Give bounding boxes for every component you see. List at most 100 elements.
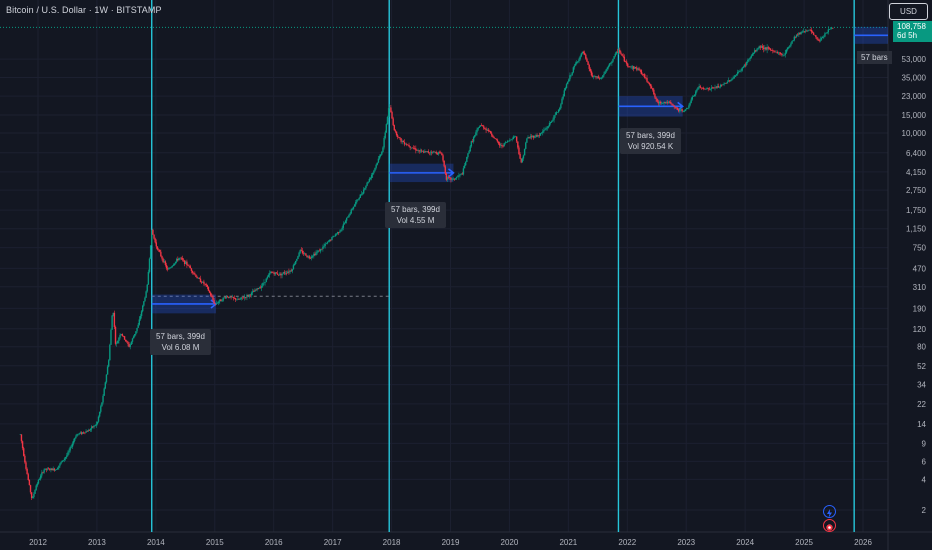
candle-body <box>622 55 624 57</box>
candle-body <box>182 259 185 261</box>
candle-body <box>288 271 290 273</box>
candle-body <box>171 265 173 268</box>
candle-body <box>365 185 367 189</box>
candle-body <box>801 31 803 33</box>
candle-body <box>220 299 222 302</box>
candle-body <box>616 51 619 53</box>
candle-body <box>704 88 706 90</box>
last-price-tag: 108,758 6d 5h <box>893 21 932 42</box>
candle-body <box>794 36 797 38</box>
candle-body <box>475 132 477 136</box>
candle-body <box>139 315 142 320</box>
candle-body <box>427 151 429 153</box>
candle-body <box>321 248 323 250</box>
y-tick-label: 35,000 <box>902 74 927 83</box>
candle-body <box>454 178 457 180</box>
candle-body <box>20 434 23 442</box>
candle-body <box>194 273 196 275</box>
candle-body <box>535 135 537 138</box>
candle-body <box>815 35 817 38</box>
candle-body <box>407 144 409 146</box>
candle-body <box>113 312 116 327</box>
candle-body <box>538 135 541 136</box>
candle-body <box>603 73 605 76</box>
candle-body <box>580 53 582 57</box>
candle-body <box>204 283 206 285</box>
candle-body <box>593 76 595 78</box>
candle-body <box>331 237 333 241</box>
candle-body <box>568 79 570 82</box>
candle-body <box>282 272 284 274</box>
time-axis[interactable]: 2012 2013 2014 2015 2016 2017 2018 2019 2020 2021… <box>29 538 872 547</box>
x-tick-label: 2012 <box>29 538 47 547</box>
candle-body <box>625 61 628 64</box>
candle-body <box>23 448 25 456</box>
candle-body <box>654 94 656 98</box>
candle-body <box>438 152 441 153</box>
candle-body <box>536 135 538 137</box>
candle-body <box>287 271 289 274</box>
candle-body <box>723 83 725 85</box>
candle-body <box>164 261 167 265</box>
measurement-boxes <box>151 26 888 314</box>
candle-body <box>600 77 603 79</box>
candle-body <box>519 154 521 159</box>
candle-body <box>646 78 648 82</box>
candle-body <box>170 267 172 268</box>
y-tick-label: 2,750 <box>906 186 927 195</box>
candle-body <box>653 89 655 95</box>
candle-body <box>434 152 436 153</box>
currency-button[interactable]: USD <box>889 3 928 20</box>
candle-body <box>814 34 816 36</box>
candle-body <box>64 457 67 459</box>
candle-body <box>377 158 380 163</box>
candle-body <box>74 438 76 441</box>
candle-body <box>831 27 833 29</box>
measure-bars: 57 bars, 399d <box>391 205 440 214</box>
candle-body <box>526 138 528 143</box>
price-axis[interactable]: 2 4 6 9 14 22 34 52 80 120 190 310 470 750 1,150 1,750 2… <box>902 55 927 515</box>
candle-body <box>420 150 423 152</box>
candle-body <box>515 136 518 142</box>
candle-body <box>378 156 381 159</box>
candle-body <box>340 229 342 232</box>
candle-body <box>216 302 219 304</box>
candle-body <box>285 273 288 274</box>
candle-body <box>179 257 181 259</box>
candle-body <box>275 272 278 274</box>
candle-body <box>234 298 237 300</box>
candle-body <box>751 54 754 56</box>
candle-body <box>207 287 210 291</box>
candle-body <box>596 76 598 78</box>
alert-icon[interactable] <box>823 519 836 532</box>
candle-body <box>115 343 118 344</box>
candle-body <box>214 303 216 304</box>
candle-body <box>105 374 108 383</box>
candle-body <box>401 141 403 142</box>
candle-body <box>224 297 227 299</box>
candle-body <box>563 90 565 97</box>
candle-body <box>102 395 104 403</box>
candle-body <box>24 455 26 463</box>
candle-body <box>807 30 809 32</box>
candle-body <box>656 99 658 102</box>
candle-body <box>195 274 197 277</box>
candle-body <box>104 382 107 389</box>
candle-body <box>608 63 611 66</box>
candle-body <box>145 291 147 298</box>
candle-body <box>301 250 304 254</box>
measure-arrowhead <box>447 168 455 178</box>
candle-body <box>249 294 252 296</box>
candle-body <box>604 71 606 74</box>
candle-body <box>674 106 677 108</box>
candle-body <box>21 441 24 449</box>
lightning-icon[interactable] <box>823 505 836 518</box>
candle-body <box>570 74 572 76</box>
candle-body <box>772 50 774 51</box>
candle-body <box>556 112 559 113</box>
candle-body <box>743 64 746 67</box>
candle-body <box>30 492 33 499</box>
candle-body <box>668 101 671 103</box>
candle-body <box>489 131 492 134</box>
